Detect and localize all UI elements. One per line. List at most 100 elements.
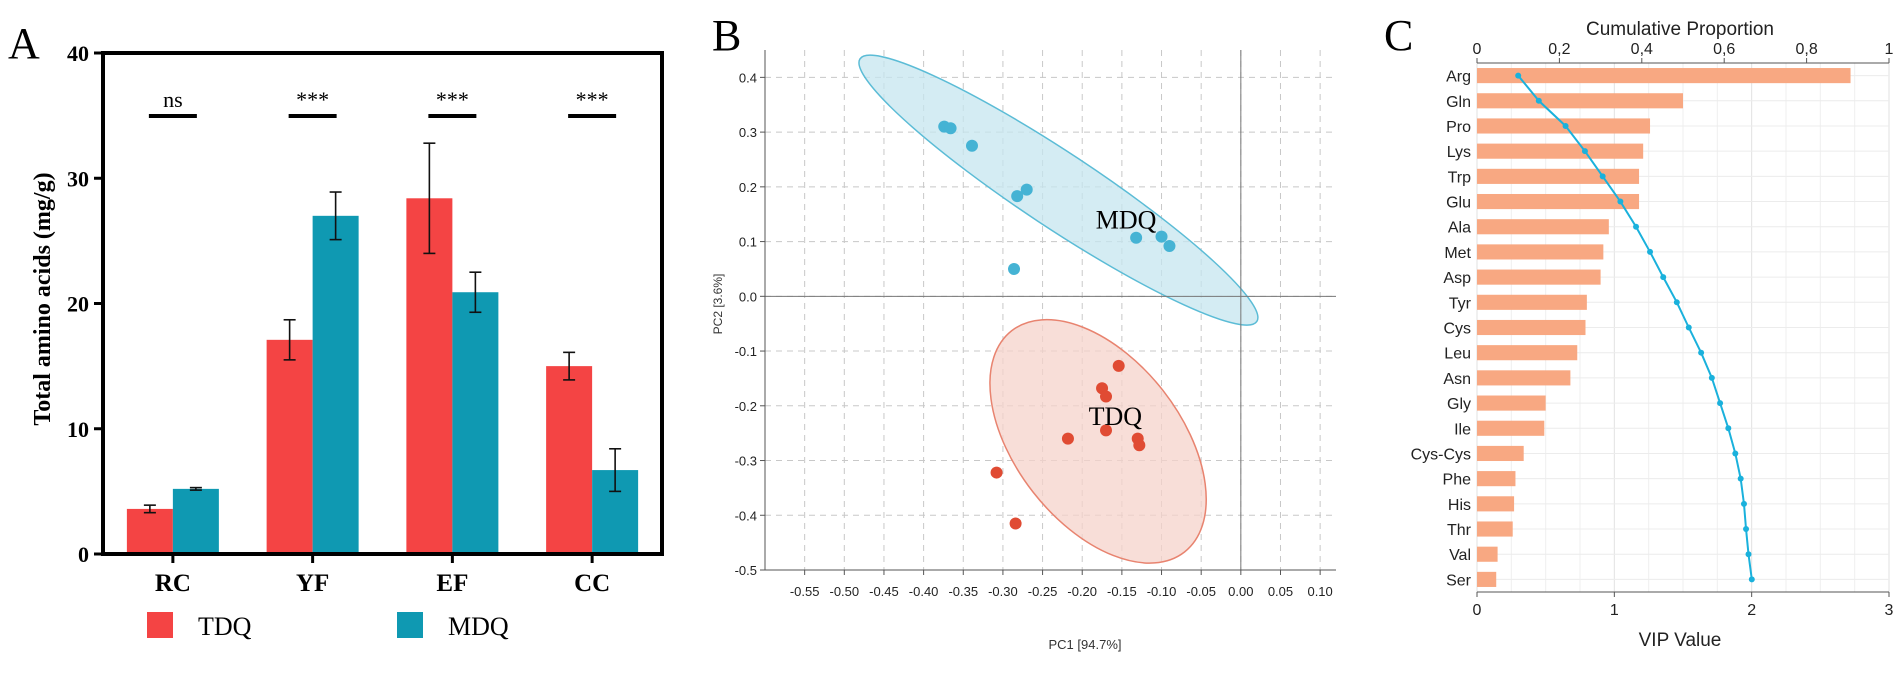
legend-label: TDQ (198, 612, 252, 641)
plot-frame (101, 51, 664, 556)
scatter-point (1061, 432, 1074, 445)
x-tick-label: 1 (1610, 602, 1619, 619)
legend-swatch (147, 612, 173, 638)
top-x-tick-label: 0,6 (1713, 41, 1735, 58)
vip-bar (1477, 546, 1498, 562)
category-label: Asp (1443, 270, 1471, 287)
y-tick-label: 0 (78, 542, 89, 567)
category-label: Met (1444, 245, 1471, 262)
panel-c-plot: Arg Gln Pro Lys Trp Glu Ala Met Asp Tyr Cys Leu Asn G… (1411, 41, 1894, 619)
top-x-tick-label: 0,4 (1631, 41, 1653, 58)
significance-label: *** (296, 87, 329, 112)
x-tick-label: -0.20 (1067, 584, 1097, 599)
cumulative-point (1617, 198, 1624, 205)
vip-bar (1477, 294, 1587, 310)
y-tick-label: 0.4 (739, 70, 757, 85)
panel-c: C Cumulative Proportion VIP Value Arg Gln… (1384, 11, 1894, 651)
category-label: Asn (1443, 371, 1471, 388)
x-tick-label: 0.00 (1228, 584, 1253, 599)
vip-bar (1477, 319, 1586, 336)
x-tick-label: -0.40 (909, 584, 939, 599)
x-tick-label: -0.50 (829, 584, 859, 599)
category-label: Ser (1446, 572, 1472, 589)
vip-bar (1477, 68, 1851, 84)
category-label: Val (1449, 547, 1471, 564)
cumulative-point (1647, 248, 1654, 255)
y-tick-label: 0.2 (739, 180, 757, 195)
vip-bar (1477, 496, 1515, 512)
vip-bar (1477, 93, 1683, 109)
bar (172, 488, 219, 554)
bar (452, 292, 499, 554)
panel-b-y-axis-label: PC2 [3.6%] (711, 274, 725, 335)
panel-a-y-axis-label: Total amino acids (mg/g) (30, 172, 56, 425)
cumulative-point (1743, 526, 1750, 533)
cumulative-point (1581, 148, 1588, 155)
x-tick-label: EF (436, 570, 468, 597)
bar (266, 339, 313, 554)
vip-bar (1477, 420, 1545, 436)
cumulative-point (1698, 349, 1705, 356)
y-tick-label: -0.4 (735, 508, 757, 523)
cumulative-point (1732, 450, 1739, 457)
y-tick-label: 10 (67, 417, 89, 442)
vip-bar (1477, 219, 1609, 235)
vip-bar (1477, 445, 1524, 462)
cumulative-point (1535, 97, 1542, 104)
vip-bar (1477, 168, 1640, 184)
x-tick-label: 2 (1747, 602, 1756, 619)
bar (312, 215, 359, 554)
cumulative-point (1740, 500, 1747, 507)
x-tick-label: 0.05 (1268, 584, 1293, 599)
category-label: Arg (1446, 69, 1471, 86)
y-tick-label: 30 (67, 166, 89, 191)
top-x-tick-label: 0,8 (1795, 41, 1817, 58)
legend-label: MDQ (448, 612, 509, 641)
category-label: Gly (1447, 396, 1471, 413)
vip-bar (1477, 143, 1644, 159)
y-tick-label: 0.0 (739, 289, 757, 304)
vip-bar (1477, 370, 1571, 386)
cumulative-point (1562, 122, 1569, 129)
vip-bar (1477, 193, 1640, 210)
panel-c-x-axis-label: VIP Value (1639, 630, 1722, 651)
cumulative-point (1708, 374, 1715, 381)
category-label: Cys-Cys (1411, 446, 1471, 463)
x-tick-label: YF (296, 570, 329, 597)
scatter-point (1133, 439, 1146, 452)
y-tick-label: -0.1 (735, 344, 757, 359)
top-x-tick-label: 0 (1473, 41, 1482, 58)
category-label: Pro (1446, 119, 1471, 136)
category-label: Trp (1448, 169, 1472, 186)
y-tick-label: 20 (67, 292, 89, 317)
panel-c-top-axis-label: Cumulative Proportion (1586, 19, 1774, 40)
x-tick-label: -0.35 (948, 584, 978, 599)
panel-b: B PC2 [3.6%] PC1 [94.7%] MDQ TDQ 0.4 0.3 0.2… (711, 11, 1336, 652)
x-tick-label: 3 (1885, 602, 1894, 619)
cumulative-point (1660, 274, 1667, 281)
vip-bar (1477, 345, 1578, 361)
cumulative-point (1725, 425, 1732, 432)
cumulative-point (1673, 299, 1680, 306)
significance-label: *** (576, 87, 609, 112)
panel-a-label: A (8, 19, 40, 68)
category-label: Thr (1447, 522, 1472, 539)
scatter-point (1008, 262, 1021, 275)
scatter-point (990, 466, 1003, 479)
scatter-point (1112, 359, 1125, 372)
scatter-point (1011, 190, 1024, 203)
panel-b-x-axis-label: PC1 [94.7%] (1049, 637, 1122, 652)
significance-label: ns (163, 87, 183, 112)
category-label: Lys (1447, 144, 1471, 161)
bar (546, 366, 593, 554)
x-tick-label: -0.55 (790, 584, 820, 599)
cumulative-point (1515, 72, 1522, 79)
panel-a-plot: 0 10 20 30 40 RC ns YF *** EF *** CC *** TDQ MDQ (67, 41, 664, 641)
scatter-point (1163, 239, 1176, 252)
cumulative-point (1685, 324, 1692, 331)
top-x-tick-label: 0,2 (1548, 41, 1570, 58)
vip-bar (1477, 244, 1604, 260)
x-tick-label: -0.15 (1107, 584, 1137, 599)
legend-swatch (397, 612, 423, 638)
